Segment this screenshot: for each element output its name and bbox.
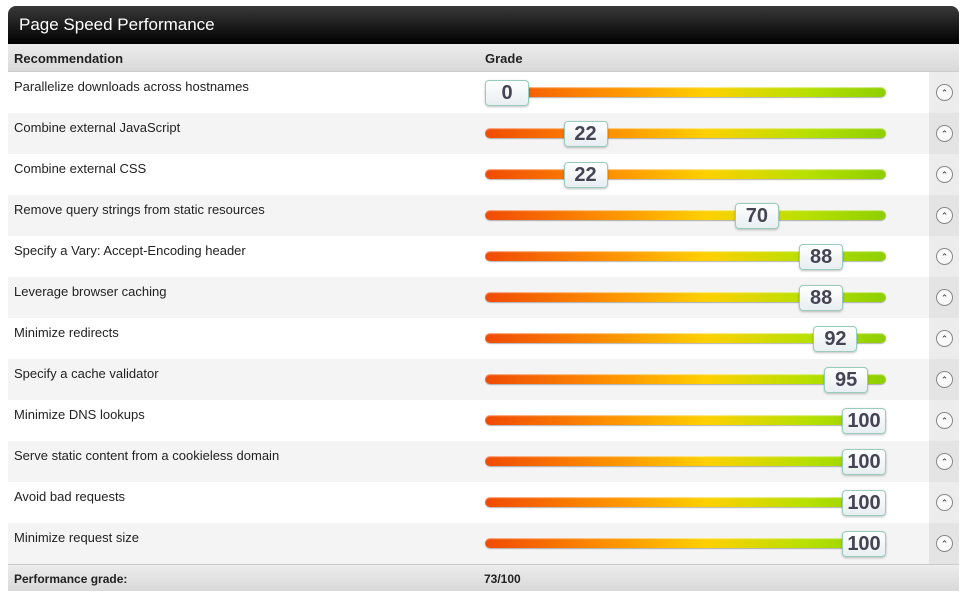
expand-cell: ⌃	[929, 195, 959, 236]
table-row: Leverage browser caching 88 ⌃	[8, 277, 959, 318]
grade-bar	[485, 456, 886, 466]
recommendation-label: Specify a cache validator	[14, 366, 159, 381]
table-row: Minimize DNS lookups 100 ⌃	[8, 400, 959, 441]
table-row: Parallelize downloads across hostnames 0…	[8, 72, 959, 113]
table-row: Specify a Vary: Accept-Encoding header 8…	[8, 236, 959, 277]
recommendation-label: Serve static content from a cookieless d…	[14, 448, 280, 463]
chevron-up-circle-icon[interactable]: ⌃	[936, 494, 953, 511]
grade-bar	[485, 497, 886, 507]
chevron-up-circle-icon[interactable]: ⌃	[936, 412, 953, 429]
recommendation-label: Parallelize downloads across hostnames	[14, 79, 249, 94]
grade-badge: 100	[842, 490, 886, 516]
grade-bar	[485, 374, 886, 384]
recommendation-label: Leverage browser caching	[14, 284, 167, 299]
chevron-up-circle-icon[interactable]: ⌃	[936, 289, 953, 306]
grade-bar	[485, 292, 886, 302]
grade-badge: 100	[842, 531, 886, 557]
grade-badge: 22	[563, 121, 608, 147]
performance-grade-label: Performance grade:	[14, 572, 128, 586]
column-recommendation: Recommendation	[14, 51, 124, 66]
table-row: Minimize request size 100 ⌃	[8, 523, 959, 564]
grade-badge: 0	[485, 80, 529, 106]
expand-cell: ⌃	[929, 482, 959, 523]
performance-grade-value: 73/100	[484, 572, 521, 586]
table-header: Recommendation Grade	[8, 44, 959, 72]
expand-cell: ⌃	[929, 113, 959, 154]
recommendation-label: Combine external CSS	[14, 161, 147, 176]
grade-badge: 100	[842, 449, 886, 475]
grade-badge: 22	[563, 162, 608, 188]
chevron-up-circle-icon[interactable]: ⌃	[936, 371, 953, 388]
chevron-up-circle-icon[interactable]: ⌃	[936, 453, 953, 470]
expand-cell: ⌃	[929, 72, 959, 113]
expand-cell: ⌃	[929, 154, 959, 195]
recommendation-label: Combine external JavaScript	[14, 120, 181, 135]
grade-badge: 92	[813, 326, 858, 352]
chevron-up-circle-icon[interactable]: ⌃	[936, 330, 953, 347]
recommendation-list: Parallelize downloads across hostnames 0…	[8, 72, 959, 564]
table-row: Remove query strings from static resourc…	[8, 195, 959, 236]
performance-grade-row: Performance grade: 73/100	[8, 564, 959, 591]
panel-title: Page Speed Performance	[8, 6, 959, 44]
expand-cell: ⌃	[929, 236, 959, 277]
table-row: Specify a cache validator 95 ⌃	[8, 359, 959, 400]
table-row: Serve static content from a cookieless d…	[8, 441, 959, 482]
grade-bar	[485, 87, 886, 97]
page-speed-panel: Page Speed Performance Recommendation Gr…	[8, 6, 959, 591]
chevron-up-circle-icon[interactable]: ⌃	[936, 248, 953, 265]
recommendation-label: Minimize DNS lookups	[14, 407, 145, 422]
grade-badge: 70	[734, 203, 779, 229]
expand-cell: ⌃	[929, 400, 959, 441]
grade-bar	[485, 169, 886, 179]
chevron-up-circle-icon[interactable]: ⌃	[936, 535, 953, 552]
grade-bar	[485, 210, 886, 220]
expand-cell: ⌃	[929, 359, 959, 400]
expand-cell: ⌃	[929, 318, 959, 359]
recommendation-label: Minimize request size	[14, 530, 139, 545]
chevron-up-circle-icon[interactable]: ⌃	[936, 125, 953, 142]
expand-cell: ⌃	[929, 523, 959, 564]
grade-bar	[485, 415, 886, 425]
grade-bar	[485, 128, 886, 138]
chevron-up-circle-icon[interactable]: ⌃	[936, 166, 953, 183]
grade-badge: 95	[824, 367, 869, 393]
grade-bar	[485, 538, 886, 548]
grade-bar	[485, 333, 886, 343]
table-row: Minimize redirects 92 ⌃	[8, 318, 959, 359]
chevron-up-circle-icon[interactable]: ⌃	[936, 84, 953, 101]
grade-badge: 88	[799, 285, 844, 311]
table-row: Combine external JavaScript 22 ⌃	[8, 113, 959, 154]
recommendation-label: Minimize redirects	[14, 325, 119, 340]
grade-bar	[485, 251, 886, 261]
grade-badge: 100	[842, 408, 886, 434]
grade-badge: 88	[799, 244, 844, 270]
expand-cell: ⌃	[929, 441, 959, 482]
recommendation-label: Remove query strings from static resourc…	[14, 202, 265, 217]
column-grade: Grade	[485, 51, 523, 66]
recommendation-label: Specify a Vary: Accept-Encoding header	[14, 243, 246, 258]
chevron-up-circle-icon[interactable]: ⌃	[936, 207, 953, 224]
table-row: Combine external CSS 22 ⌃	[8, 154, 959, 195]
expand-cell: ⌃	[929, 277, 959, 318]
table-row: Avoid bad requests 100 ⌃	[8, 482, 959, 523]
recommendation-label: Avoid bad requests	[14, 489, 126, 504]
